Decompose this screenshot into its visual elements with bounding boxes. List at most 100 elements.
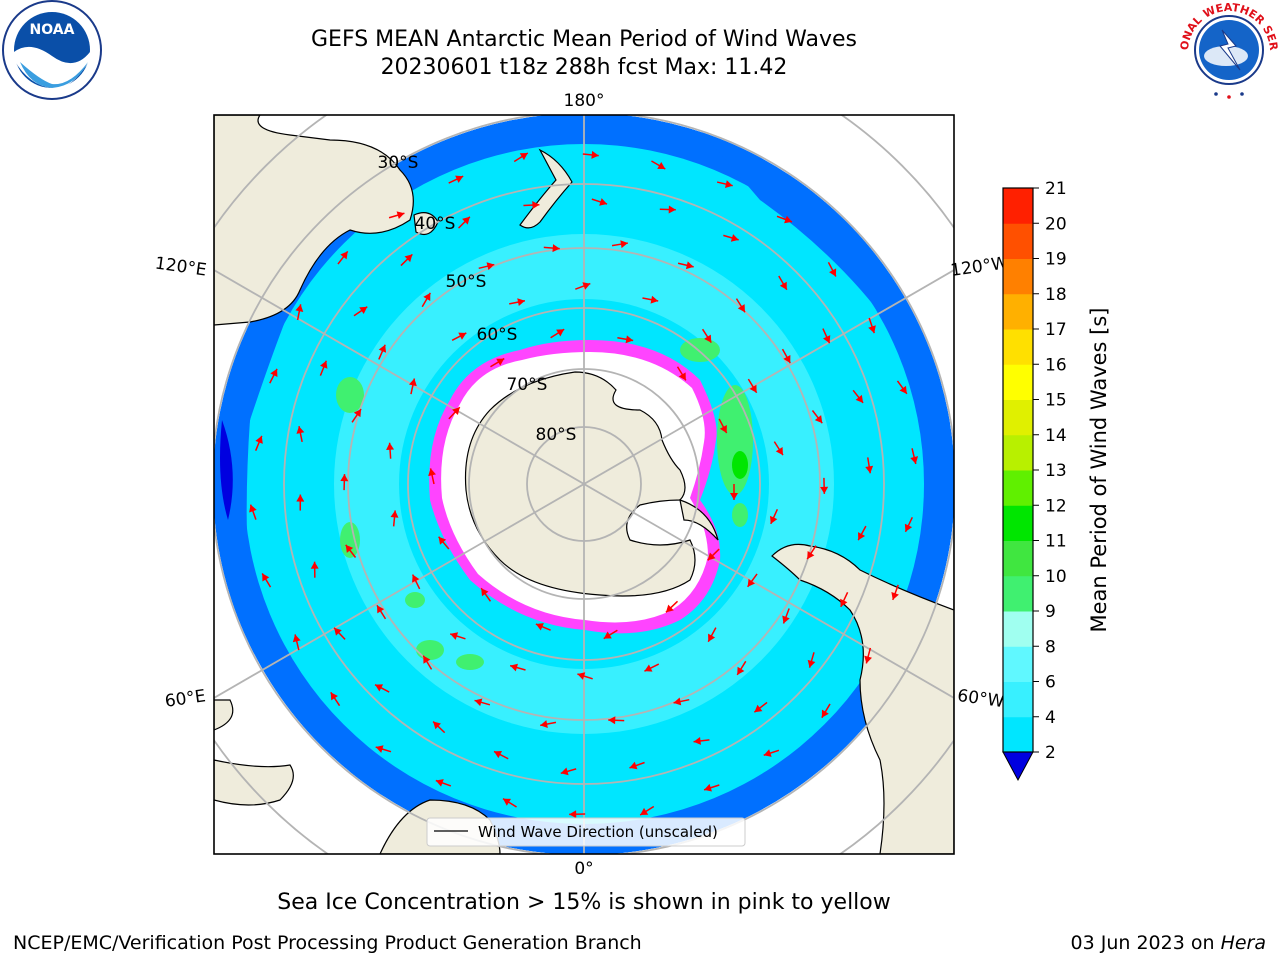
wind-wave-arrow xyxy=(707,627,717,643)
green-patch xyxy=(405,592,425,608)
blue-zone-west xyxy=(214,240,320,700)
wind-wave-arrow xyxy=(736,660,747,676)
host-name: Hera xyxy=(1220,932,1266,954)
wind-wave-arrow xyxy=(603,629,618,640)
graticule xyxy=(214,115,954,854)
wind-wave-arrow xyxy=(254,435,263,451)
wind-wave-arrow xyxy=(480,587,492,602)
wind-wave-arrow xyxy=(891,584,899,601)
wind-wave-arrow xyxy=(569,810,586,819)
wind-wave-arrow xyxy=(428,468,436,485)
wind-wave-arrow xyxy=(458,216,471,229)
wind-wave-arrow xyxy=(577,672,593,680)
colorbar-swatches xyxy=(1003,188,1033,753)
wind-wave-arrow xyxy=(376,604,387,620)
colorbar-tick-label: 11 xyxy=(1045,532,1067,552)
wind-wave-arrow xyxy=(535,623,551,631)
wind-wave-arrow xyxy=(773,441,784,456)
wind-wave-arrow xyxy=(629,761,645,770)
wind-wave-arrow xyxy=(776,215,793,224)
wind-wave-arrows xyxy=(249,150,919,819)
colorbar-swatch xyxy=(1003,399,1033,436)
wind-wave-arrow xyxy=(677,261,694,270)
wind-wave-arrow xyxy=(840,592,849,608)
colorbar-label: Mean Period of Wind Waves [s] xyxy=(1087,308,1111,633)
lat-label-80s: 80°S xyxy=(536,425,577,445)
land-africa xyxy=(214,759,294,806)
colorbar-swatch xyxy=(1003,681,1033,718)
wind-wave-arrow xyxy=(642,295,659,304)
national-weather-service-logo: NATIONAL WEATHER SERVICE xyxy=(1178,0,1280,99)
wind-wave-arrow xyxy=(249,504,257,520)
colorbar-tick-label: 12 xyxy=(1045,496,1067,516)
colorbar-tick-label: 4 xyxy=(1045,708,1056,728)
wind-wave-arrow xyxy=(296,494,305,511)
colorbar-under-extension xyxy=(1002,751,1034,782)
wind-wave-arrow xyxy=(611,240,628,249)
green-patch xyxy=(456,654,484,670)
green-patch xyxy=(336,377,364,413)
colorbar-tick-label: 8 xyxy=(1045,637,1056,657)
colorbar-swatch xyxy=(1003,611,1033,647)
noaa-logo: NOAA xyxy=(2,0,102,100)
wind-wave-arrow xyxy=(716,180,733,188)
wind-wave-arrow xyxy=(811,410,823,424)
wind-wave-arrow xyxy=(400,253,413,267)
antarctica-group xyxy=(429,340,721,634)
wind-wave-arrow xyxy=(676,366,687,381)
meridian-120e-60w xyxy=(214,269,954,699)
green-patch xyxy=(416,640,444,660)
wind-wave-arrow xyxy=(448,175,464,184)
wind-wave-arrow xyxy=(582,150,599,159)
lon-label-180: 180° xyxy=(564,91,605,111)
wind-wave-arrow xyxy=(693,736,710,745)
wind-wave-arrow xyxy=(375,745,392,753)
wind-wave-arrow xyxy=(408,378,417,395)
wind-wave-arrow xyxy=(543,244,560,253)
wind-wave-arrow xyxy=(386,442,395,459)
wind-wave-arrow xyxy=(703,783,720,792)
colorbar-tick-label: 2 xyxy=(1045,743,1056,763)
wind-wave-arrow xyxy=(718,418,728,434)
wind-wave-arrow xyxy=(723,234,739,242)
wind-wave-arrow xyxy=(493,750,509,760)
wind-wave-arrow xyxy=(295,304,304,321)
wind-wave-arrow xyxy=(822,328,831,344)
wind-wave-arrow xyxy=(673,697,690,706)
lat-label-70s: 70°S xyxy=(507,375,548,395)
wind-wave-arrow xyxy=(782,608,790,624)
map-legend: Wind Wave Direction (unscaled) xyxy=(426,817,746,847)
wind-wave-arrow xyxy=(296,426,305,443)
wind-wave-arrow xyxy=(333,627,346,640)
date-text: 03 Jun 2023 on xyxy=(1070,932,1221,954)
wind-wave-arrow xyxy=(778,275,788,291)
wind-wave-arrow xyxy=(550,328,565,339)
colorbar-tick-label: 21 xyxy=(1045,179,1067,199)
wind-wave-arrow xyxy=(763,749,780,757)
wind-wave-arrow xyxy=(806,545,817,560)
land-south-america xyxy=(771,490,954,854)
colorbar-swatch xyxy=(1003,293,1033,330)
wind-wave-arrow xyxy=(411,574,421,590)
wind-wave-arrow xyxy=(864,647,872,664)
lat-label-30s: 30°S xyxy=(378,153,419,173)
colorbar-tick-label: 10 xyxy=(1045,567,1067,587)
colorbar-tick-label: 14 xyxy=(1045,426,1067,446)
wind-wave-arrow xyxy=(707,548,720,561)
colorbar-tick-label: 15 xyxy=(1045,391,1067,411)
wind-wave-arrow xyxy=(449,632,466,640)
wind-wave-arrow xyxy=(448,406,461,420)
lat-label-50s: 50°S xyxy=(446,272,487,292)
colorbar-swatch xyxy=(1003,470,1033,506)
wind-wave-arrow xyxy=(827,261,837,277)
wind-wave-arrow xyxy=(422,655,433,670)
lon-label-0: 0° xyxy=(574,859,593,879)
wind-wave-arrow xyxy=(345,544,357,558)
colorbar-swatch xyxy=(1003,258,1033,295)
colorbar-tick-label: 9 xyxy=(1045,602,1056,622)
credit-line: NCEP/EMC/Verification Post Processing Pr… xyxy=(13,932,642,954)
colorbar-ticks: 2 4 6 8 9 10 11 12 13 14 15 16 17 18 19 20 21 xyxy=(1033,179,1067,763)
colorbar-swatch xyxy=(1003,188,1033,224)
colorbar-frame xyxy=(1002,187,1034,753)
